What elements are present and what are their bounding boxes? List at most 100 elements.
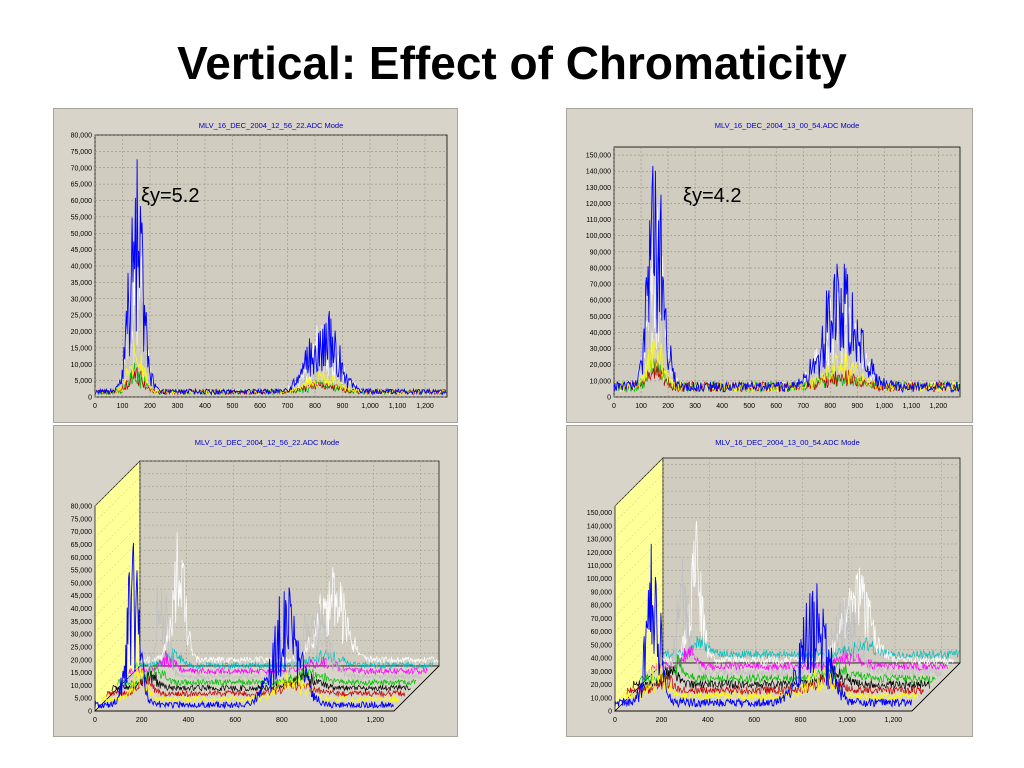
- y-tick-label: 60,000: [590, 298, 612, 305]
- y-tick-label: 40,000: [590, 330, 612, 337]
- x-tick-label: 1,100: [903, 403, 921, 410]
- x-tick-label: 500: [227, 403, 239, 410]
- left-wall-gridline: [94, 650, 141, 696]
- left-wall-gridline: [94, 508, 141, 554]
- floor-edge: [911, 662, 961, 712]
- y-tick-label: 60,000: [71, 555, 93, 562]
- left-wall-gridline: [94, 618, 141, 664]
- y-tick-label: 30,000: [71, 632, 93, 639]
- x-tick-label: 1,100: [389, 403, 407, 410]
- y-tick-label: 50,000: [71, 580, 93, 587]
- y-tick-label: 20,000: [590, 362, 612, 369]
- left-wall-gridline: [94, 460, 141, 507]
- x-tick-label: 200: [656, 717, 668, 724]
- y-tick-label: 5,000: [74, 378, 92, 385]
- y-tick-label: 0: [88, 395, 92, 402]
- x-tick-label: 800: [795, 717, 807, 724]
- chart-panel-bottom-left: MLV_16_DEC_2004_12_56_22.ADC Mode 0 5,000 1…: [53, 425, 458, 737]
- y-tick-label: 20,000: [71, 657, 93, 664]
- x-tick-label: 1,200: [416, 403, 434, 410]
- left-wall-gridline: [614, 568, 664, 617]
- x-tick-label: 300: [172, 403, 184, 410]
- y-tick-label: 120,000: [586, 201, 611, 208]
- y-tick-label: 75,000: [71, 516, 93, 523]
- series-trace: [117, 663, 417, 687]
- chart-top-right: MLV_16_DEC_2004_13_00_54.ADC Mode 0 10,000…: [586, 121, 961, 410]
- y-tick-label: 50,000: [71, 231, 93, 238]
- y-tick-label: 110,000: [586, 217, 611, 224]
- chart-panel-bottom-right: MLV_16_DEC_2004_13_00_54.ADC Mode 0 10,000…: [566, 425, 973, 737]
- series-trace: [626, 672, 924, 696]
- y-tick-label: 60,000: [591, 629, 613, 636]
- y-tick-label: 15,000: [71, 345, 93, 352]
- left-wall-gridline: [94, 539, 141, 585]
- x-tick-label: 600: [254, 403, 266, 410]
- y-tick-label: 35,000: [71, 280, 93, 287]
- chart-panel-top-left: MLV_16_DEC_2004_12_56_22.ADC Mode 0 5,000 1…: [53, 108, 458, 423]
- y-tick-label: 130,000: [586, 185, 611, 192]
- series-trace: [613, 338, 960, 393]
- x-tick-label: 700: [797, 403, 809, 410]
- left-wall-gridline: [614, 647, 664, 696]
- series-trace: [638, 653, 936, 684]
- y-tick-label: 150,000: [586, 153, 611, 160]
- x-tick-label: 900: [337, 403, 349, 410]
- left-wall-gridline: [94, 587, 141, 633]
- y-tick-label: 20,000: [71, 329, 93, 336]
- y-tick-label: 25,000: [71, 644, 93, 651]
- y-tick-label: 45,000: [71, 247, 93, 254]
- y-tick-label: 0: [88, 709, 92, 716]
- left-wall-gridline: [614, 505, 664, 554]
- x-tick-label: 400: [183, 717, 195, 724]
- series-trace: [613, 358, 960, 393]
- x-tick-label: 1,000: [320, 717, 338, 724]
- x-tick-label: 400: [716, 403, 728, 410]
- series-trace: [614, 543, 912, 709]
- y-tick-label: 50,000: [591, 642, 613, 649]
- x-tick-label: 100: [635, 403, 647, 410]
- chart-title: MLV_16_DEC_2004_13_00_54.ADC Mode: [715, 121, 860, 130]
- left-wall-gridline: [94, 571, 141, 617]
- x-tick-label: 1,000: [838, 717, 856, 724]
- left-wall-gridline: [614, 536, 664, 585]
- y-tick-label: 65,000: [71, 182, 93, 189]
- x-tick-label: 600: [229, 717, 241, 724]
- y-tick-label: 45,000: [71, 593, 93, 600]
- chromaticity-label-top-left: ξy=5.2: [141, 185, 200, 207]
- y-tick-label: 35,000: [71, 619, 93, 626]
- x-tick-label: 800: [276, 717, 288, 724]
- y-tick-label: 20,000: [591, 682, 613, 689]
- left-wall-gridline: [614, 457, 664, 507]
- series-trace: [613, 165, 960, 393]
- left-wall-gridline: [614, 552, 664, 601]
- left-wall-gridline: [94, 523, 141, 570]
- series-trace: [100, 657, 400, 704]
- x-tick-label: 800: [824, 403, 836, 410]
- y-tick-label: 40,000: [591, 656, 613, 663]
- x-tick-label: 200: [144, 403, 156, 410]
- left-wall-gridline: [94, 492, 141, 538]
- x-tick-label: 0: [613, 717, 617, 724]
- series-trace: [134, 648, 434, 670]
- x-tick-label: 300: [689, 403, 701, 410]
- chart-bottom-left: MLV_16_DEC_2004_12_56_22.ADC Mode 0 5,000 1…: [71, 438, 440, 724]
- y-tick-label: 70,000: [71, 529, 93, 536]
- y-tick-label: 80,000: [71, 133, 93, 140]
- y-tick-label: 80,000: [590, 265, 612, 272]
- y-tick-label: 40,000: [71, 606, 93, 613]
- x-tick-label: 500: [743, 403, 755, 410]
- series-trace: [620, 651, 918, 702]
- y-tick-label: 140,000: [587, 523, 612, 530]
- y-tick-label: 0: [608, 709, 612, 716]
- x-tick-label: 0: [93, 717, 97, 724]
- y-tick-label: 10,000: [71, 362, 93, 369]
- x-tick-label: 800: [309, 403, 321, 410]
- x-tick-label: 200: [662, 403, 674, 410]
- chart-bottom-right: MLV_16_DEC_2004_13_00_54.ADC Mode 0 10,000…: [587, 438, 961, 724]
- x-tick-label: 0: [93, 403, 97, 410]
- y-tick-label: 10,000: [590, 378, 612, 385]
- x-tick-label: 900: [851, 403, 863, 410]
- x-tick-label: 100: [117, 403, 129, 410]
- y-tick-label: 70,000: [591, 616, 613, 623]
- y-tick-label: 0: [607, 395, 611, 402]
